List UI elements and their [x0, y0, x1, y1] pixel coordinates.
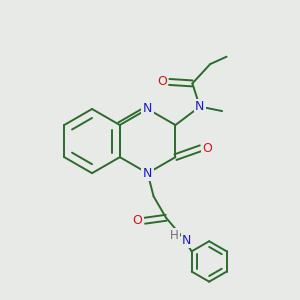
Text: O: O	[202, 142, 212, 155]
Text: O: O	[132, 214, 142, 227]
Text: N: N	[143, 167, 152, 180]
Text: N: N	[143, 103, 152, 116]
Text: N: N	[195, 100, 205, 113]
Text: H: H	[170, 229, 178, 242]
Text: O: O	[157, 75, 167, 88]
Text: N: N	[182, 234, 192, 247]
